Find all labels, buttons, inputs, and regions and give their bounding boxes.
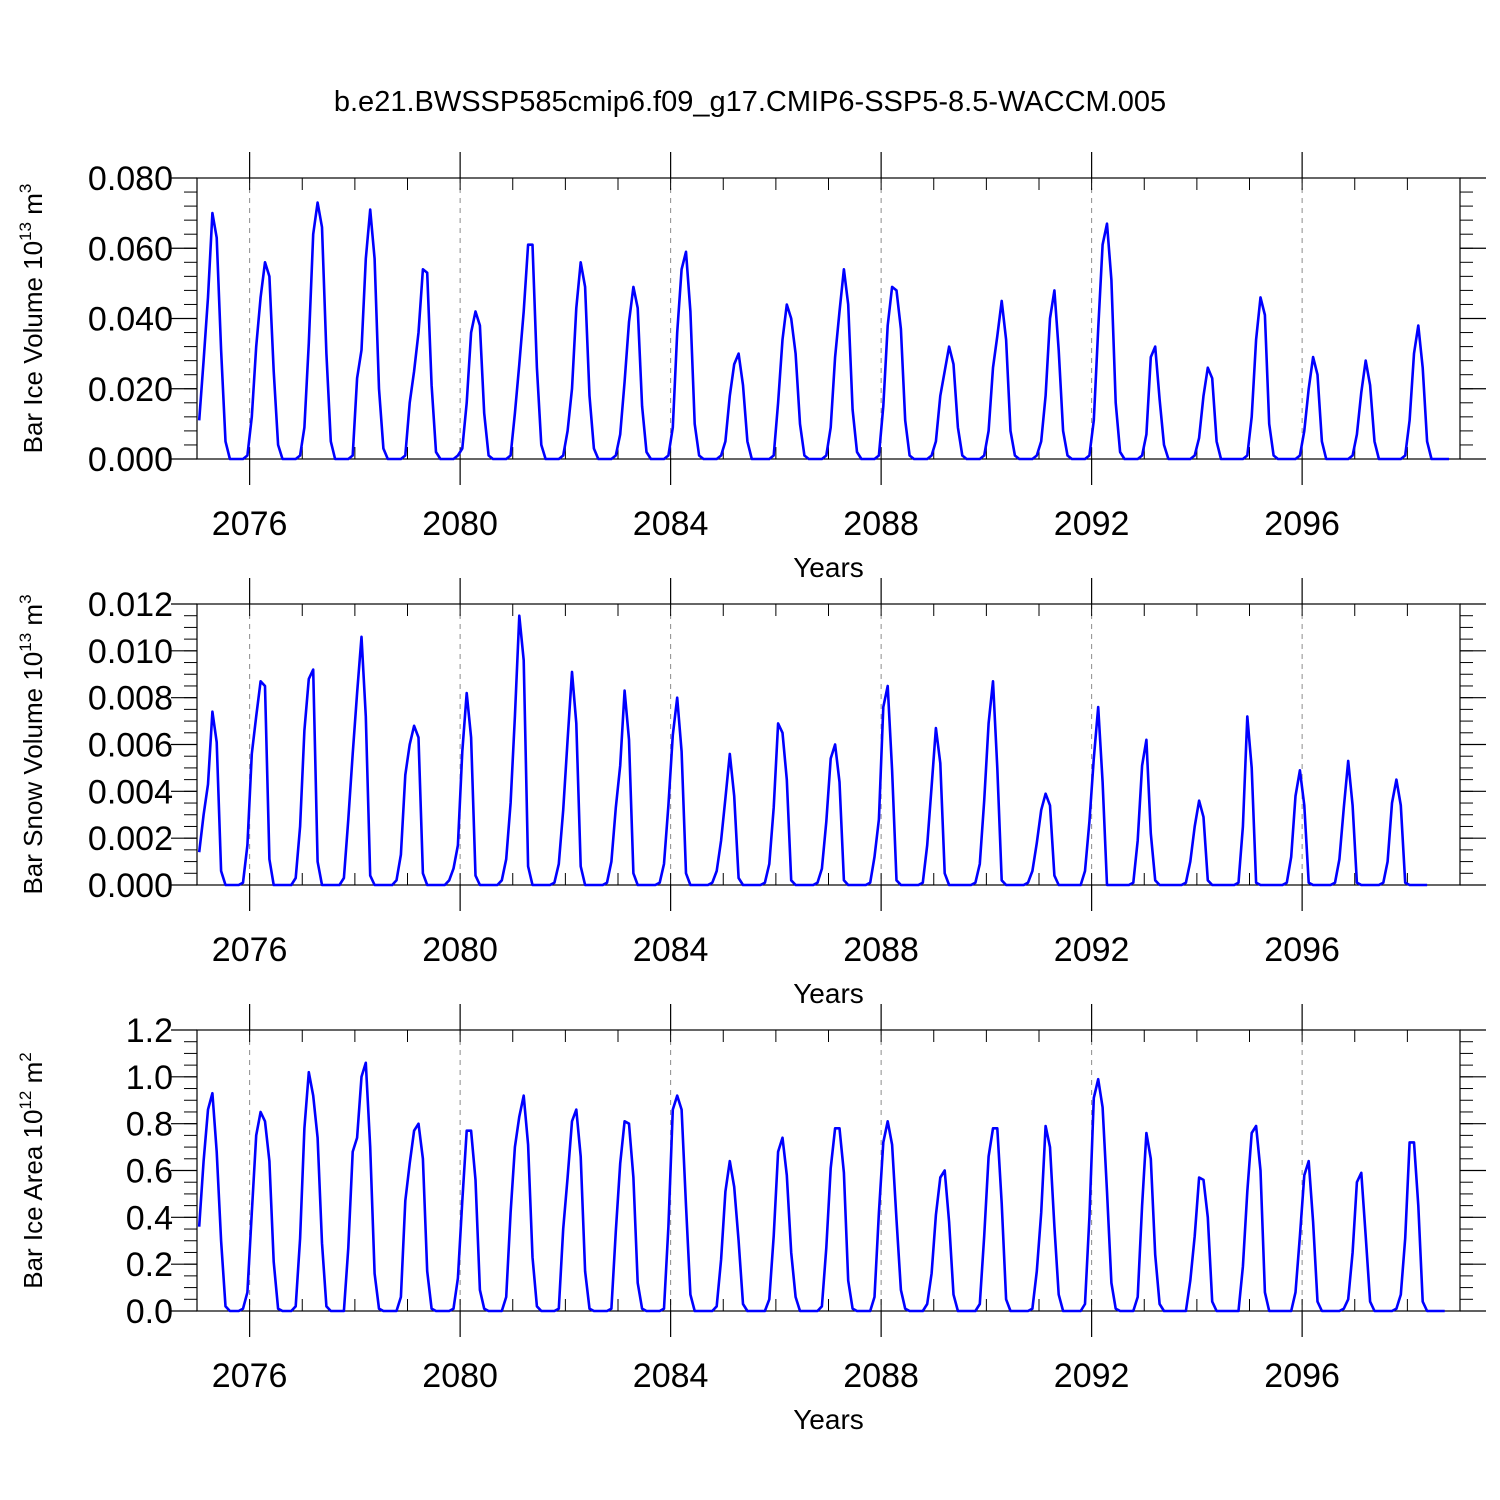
ice-volume-y-tick-label: 0.080 xyxy=(88,160,173,198)
snow-volume-x-tick-label: 2080 xyxy=(422,931,498,969)
figure-title: b.e21.BWSSP585cmip6.f09_g17.CMIP6-SSP5-8… xyxy=(333,86,1167,118)
ice-area-y-axis-label: Bar Ice Area 1012 m2 xyxy=(16,1052,48,1289)
snow-volume-y-axis-label-part: 13 xyxy=(16,633,35,652)
snow-volume-y-tick-label: 0.004 xyxy=(88,773,173,811)
snow-volume-series-line xyxy=(197,614,1428,887)
snow-volume-y-axis-label: Bar Snow Volume 1013 m3 xyxy=(16,594,48,894)
ice-volume-y-tick-label: 0.040 xyxy=(88,301,173,339)
ice-area-plot-frame xyxy=(196,1029,1461,1312)
ice-volume-x-tick-label: 2076 xyxy=(212,505,288,543)
snow-volume-y-tick-label: 0.010 xyxy=(88,633,173,671)
ice-area-x-tick-label: 2088 xyxy=(843,1357,919,1395)
snow-volume-x-axis-label: Years xyxy=(793,978,864,1009)
snow-volume-y-axis-label-part: m xyxy=(18,604,48,633)
ice-volume-plot-frame xyxy=(196,177,1461,460)
snow-volume-plot-frame xyxy=(196,603,1461,886)
ice-volume-y-tick-label: 0.060 xyxy=(88,230,173,268)
ice-area-y-tick-label: 0.8 xyxy=(126,1106,173,1144)
ice-volume-x-tick-label: 2080 xyxy=(422,505,498,543)
ice-area-series-line xyxy=(197,1061,1445,1313)
snow-volume-x-tick-label: 2096 xyxy=(1264,931,1340,969)
ice-volume-y-axis-label-part: 13 xyxy=(16,222,35,241)
ice-area-panel: 0.0 0.2 0.4 0.6 0.8 1.0 1.2 2076 2080 2084 2088 209… xyxy=(16,1004,1486,1435)
ice-volume-y-axis-label-part: m xyxy=(18,193,48,222)
ice-volume-y-axis-label-part: 3 xyxy=(16,184,35,193)
ice-volume-x-axis-label: Years xyxy=(793,552,864,583)
snow-volume-x-tick-label: 2088 xyxy=(843,931,919,969)
snow-volume-x-tick-label: 2076 xyxy=(212,931,288,969)
ice-area-x-axis-label: Years xyxy=(793,1404,864,1435)
snow-volume-y-axis-label-part: Bar Snow Volume 10 xyxy=(18,652,48,895)
ice-area-x-tick-label: 2080 xyxy=(422,1357,498,1395)
ice-area-y-tick-label: 0.0 xyxy=(126,1293,173,1331)
snow-volume-x-tick-label: 2084 xyxy=(633,931,709,969)
ice-area-x-tick-label: 2076 xyxy=(212,1357,288,1395)
ice-volume-panel: 0.000 0.020 0.040 0.060 0.080 2076 2080 2084 208… xyxy=(16,152,1486,583)
ice-area-x-tick-label: 2092 xyxy=(1054,1357,1130,1395)
ice-area-x-tick-label: 2096 xyxy=(1264,1357,1340,1395)
ice-area-y-tick-label: 1.2 xyxy=(126,1012,173,1050)
ice-volume-y-axis-label-part: Bar Ice Volume 10 xyxy=(18,241,48,453)
snow-volume-x-tick-label: 2092 xyxy=(1054,931,1130,969)
ice-volume-y-tick-label: 0.020 xyxy=(88,371,173,409)
snow-volume-panel: 0.000 0.002 0.004 0.006 0.008 0.010 0.012 2076 2… xyxy=(16,578,1486,1009)
snow-volume-y-tick-label: 0.006 xyxy=(88,727,173,765)
ice-volume-x-tick-label: 2092 xyxy=(1054,505,1130,543)
ice-area-y-tick-label: 0.6 xyxy=(126,1153,173,1191)
ice-volume-x-tick-label: 2096 xyxy=(1264,505,1340,543)
ice-area-y-tick-label: 0.4 xyxy=(126,1199,173,1237)
ice-area-y-tick-label: 1.0 xyxy=(126,1059,173,1097)
ice-area-y-axis-label-part: m xyxy=(18,1062,48,1091)
ice-area-y-axis-label-part: 12 xyxy=(16,1091,35,1110)
ice-volume-y-tick-label: 0.000 xyxy=(88,441,173,479)
snow-volume-y-axis-label-part: 3 xyxy=(16,594,35,603)
ice-volume-x-tick-label: 2084 xyxy=(633,505,709,543)
ice-area-y-axis-label-part: Bar Ice Area 10 xyxy=(18,1110,48,1289)
snow-volume-y-tick-label: 0.008 xyxy=(88,680,173,718)
ice-area-y-tick-label: 0.2 xyxy=(126,1246,173,1284)
ice-volume-y-axis-label: Bar Ice Volume 1013 m3 xyxy=(16,184,48,454)
snow-volume-y-tick-label: 0.002 xyxy=(88,820,173,858)
snow-volume-y-tick-label: 0.000 xyxy=(88,867,173,905)
ice-volume-series-line xyxy=(197,201,1449,461)
ice-area-x-tick-label: 2084 xyxy=(633,1357,709,1395)
ice-area-y-axis-label-part: 2 xyxy=(16,1052,35,1061)
snow-volume-y-tick-label: 0.012 xyxy=(88,586,173,624)
ice-volume-x-tick-label: 2088 xyxy=(843,505,919,543)
